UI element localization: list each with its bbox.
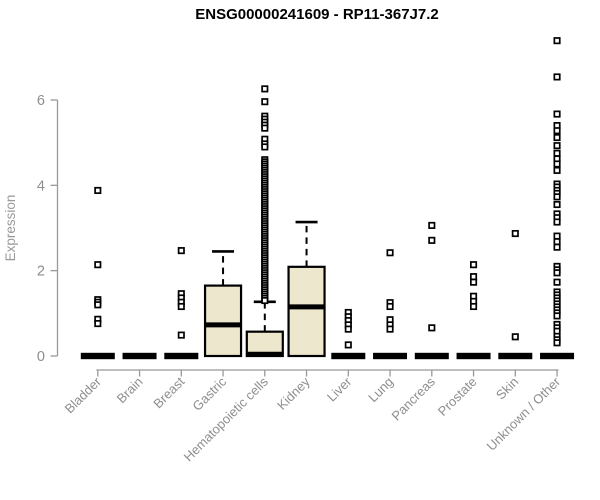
collapsed-box — [498, 352, 533, 360]
outlier-point — [177, 302, 185, 311]
outlier-point — [261, 143, 269, 151]
outlier-point — [94, 186, 102, 194]
y-axis-title: Expression — [3, 195, 18, 262]
outlier-point — [386, 249, 394, 257]
y-axis-tick-label: 0 — [37, 349, 45, 365]
box — [287, 265, 326, 358]
outlier-point — [470, 278, 478, 286]
y-axis-tick-label: 6 — [37, 93, 45, 109]
outlier-point — [553, 278, 561, 286]
outlier-point — [553, 133, 561, 142]
outlier-point — [553, 269, 561, 277]
outlier-point — [261, 85, 269, 93]
x-axis-category-label: Bladder — [62, 374, 105, 417]
y-axis-tick-label: 4 — [37, 178, 45, 194]
x-axis-category-label: Gastric — [189, 374, 229, 414]
outlier-point — [261, 98, 269, 106]
outlier-point — [261, 296, 269, 305]
outlier-point — [470, 261, 478, 269]
outlier-point — [553, 312, 561, 320]
outlier-point — [428, 221, 436, 229]
outlier-point — [553, 73, 561, 81]
outlier-point — [428, 236, 436, 244]
outlier-point — [553, 232, 561, 240]
outlier-point — [553, 110, 561, 118]
outlier-point — [553, 200, 561, 209]
collapsed-box — [122, 352, 157, 360]
x-axis-category-label: Unknown / Other — [484, 374, 564, 454]
collapsed-box — [414, 352, 449, 360]
x-axis-category-label: Kidney — [274, 374, 313, 413]
outlier-point — [553, 218, 561, 226]
x-axis-category-label: Skin — [493, 374, 521, 402]
outlier-point — [94, 301, 102, 309]
outlier-point — [553, 166, 561, 174]
outlier-point — [511, 333, 519, 341]
x-axis-category-label: Brain — [114, 374, 146, 406]
outlier-point — [344, 325, 352, 333]
y-axis-tick-label: 2 — [37, 264, 45, 280]
collapsed-box — [80, 352, 115, 360]
x-axis-category-label: Lung — [365, 374, 396, 405]
collapsed-box — [331, 352, 366, 360]
collapsed-box — [373, 352, 408, 360]
outlier-point — [470, 273, 478, 281]
outlier-point — [94, 261, 102, 269]
outlier-point — [344, 341, 352, 349]
x-axis-category-label: Pancreas — [388, 374, 438, 424]
chart-title: ENSG00000241609 - RP11-367J7.2 — [195, 6, 439, 23]
outlier-point — [553, 339, 561, 347]
outlier-point — [553, 37, 561, 45]
outlier-point — [511, 229, 519, 238]
collapsed-box — [456, 352, 491, 360]
outlier-point — [177, 331, 185, 339]
outlier-point — [553, 149, 561, 157]
outlier-point — [553, 142, 561, 150]
plot-layer — [80, 37, 575, 360]
outlier-point — [553, 238, 561, 246]
outlier-point — [94, 320, 102, 328]
outlier-point — [428, 324, 436, 332]
outlier-point — [553, 243, 561, 251]
outlier-point — [177, 247, 185, 255]
outlier-point — [553, 160, 561, 168]
collapsed-box — [540, 352, 575, 360]
x-axis-category-label: Breast — [150, 374, 187, 411]
outlier-point — [470, 302, 478, 311]
box — [203, 284, 243, 358]
collapsed-box — [164, 352, 199, 360]
outlier-point — [386, 325, 394, 333]
x-axis-category-label: Liver — [324, 374, 355, 405]
outlier-point — [553, 127, 561, 135]
outlier-point — [553, 193, 561, 201]
x-axis-category-label: Prostate — [435, 374, 480, 419]
outlier-point — [386, 302, 394, 311]
outlier-point — [261, 124, 269, 132]
